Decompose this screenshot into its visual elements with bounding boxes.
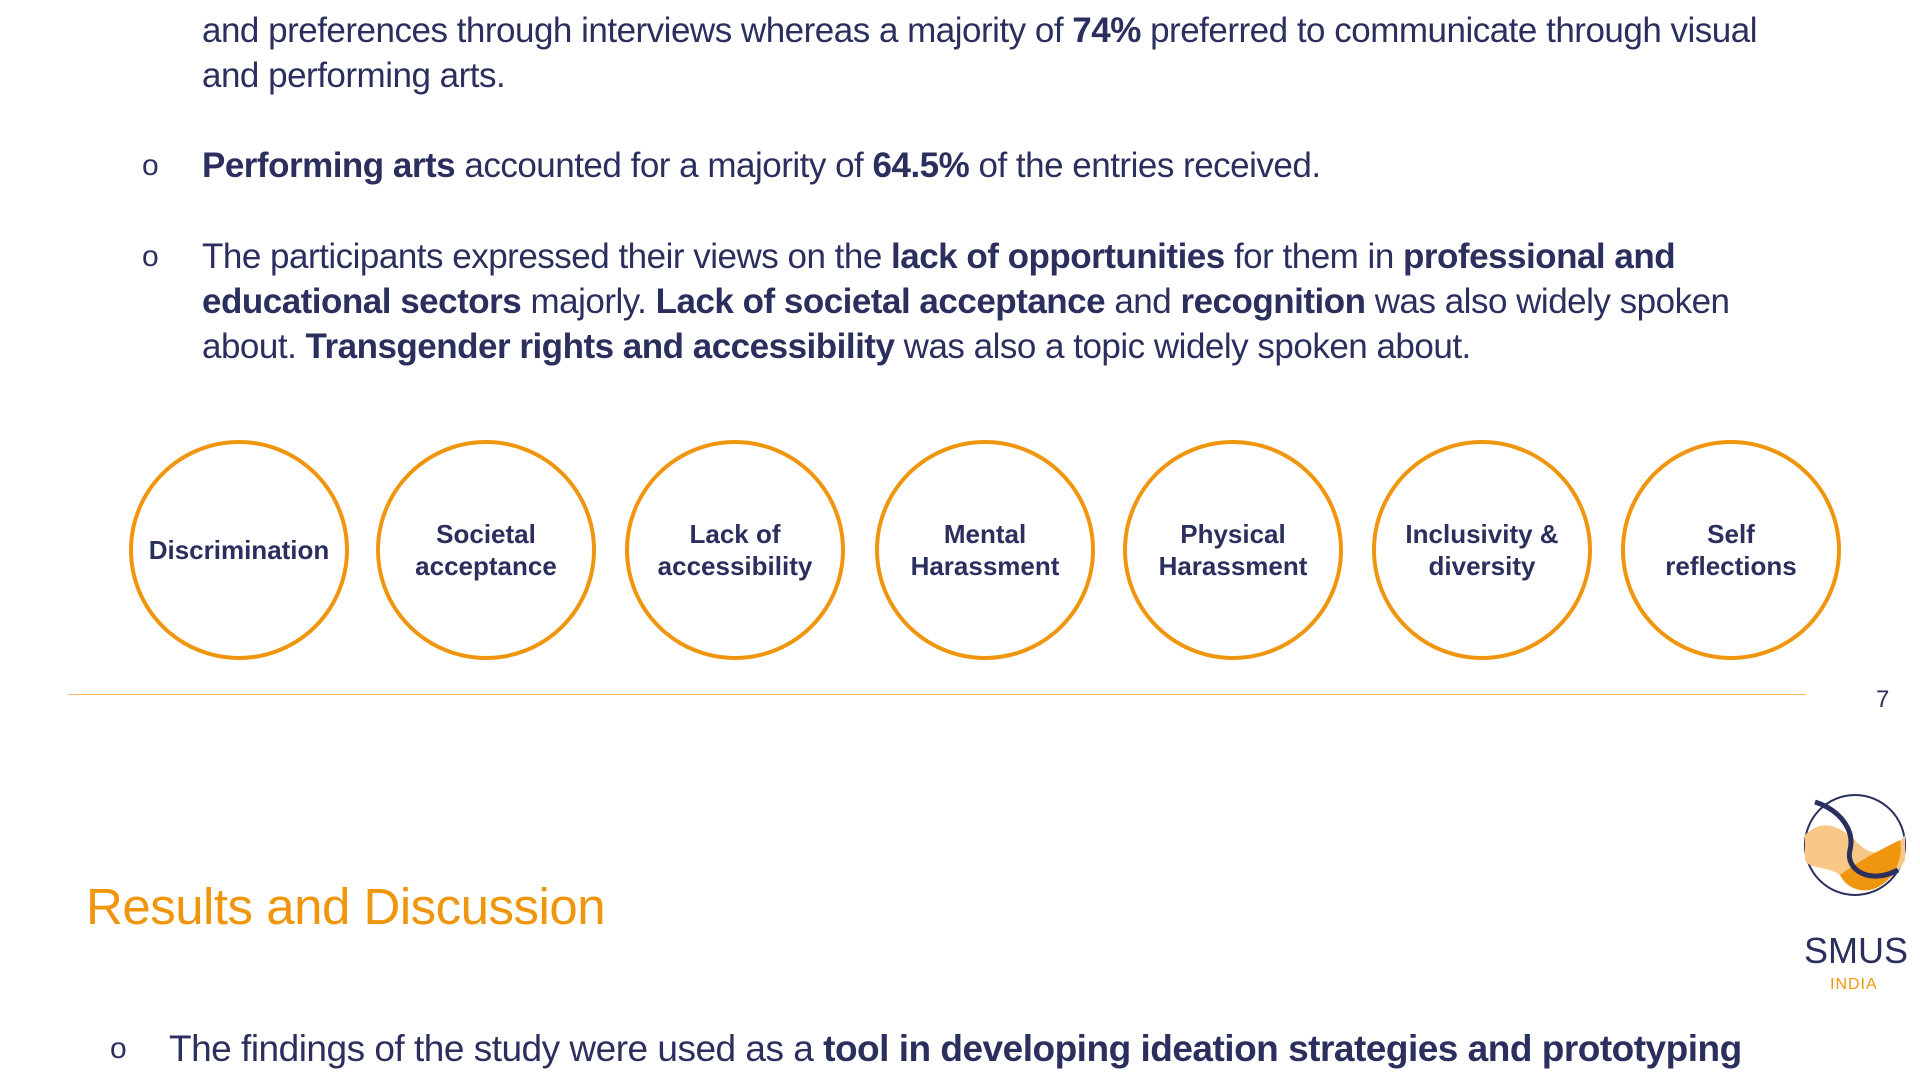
theme-label: diversity (1428, 551, 1536, 581)
theme-circle: Inclusivity & diversity (1372, 440, 1592, 660)
bullet-text: and preferences through interviews where… (202, 8, 1782, 98)
theme-label: Lack of (689, 519, 781, 549)
text-run: The participants expressed their views o… (202, 237, 892, 276)
theme-label: Self (1707, 519, 1755, 549)
bold-text: recognition (1180, 282, 1366, 321)
theme-label: Societal (436, 519, 536, 549)
text-run: was also widely spoken about. (202, 282, 1739, 366)
theme-circle: Mental Harassment (875, 440, 1095, 660)
bullet-text: Performing arts accounted for a majority… (202, 143, 1782, 188)
text-run: for them in (1224, 237, 1404, 276)
theme-label: Discrimination (148, 535, 330, 565)
text-run: preferred to communicate through visual … (202, 11, 1767, 95)
page-number: 7 (1876, 686, 1890, 713)
theme-label: accessibility (657, 551, 813, 581)
bold-text: Performing arts (202, 146, 456, 185)
divider (68, 694, 1806, 695)
theme-label: acceptance (415, 551, 557, 581)
theme-circle: Self reflections (1621, 440, 1841, 660)
theme-label: Harassment (1158, 551, 1308, 581)
theme-label: Physical (1180, 519, 1286, 549)
theme-label: reflections (1665, 551, 1797, 581)
text-run: and (1105, 282, 1181, 321)
text-run: The findings of the study were used as a (169, 1028, 824, 1069)
bold-text: 74% (1072, 11, 1141, 50)
text-run: of the entries received. (969, 146, 1321, 185)
bullet-text: The participants expressed their views o… (202, 234, 1782, 369)
theme-label: Harassment (910, 551, 1060, 581)
bold-text: Transgender rights and accessibility (305, 327, 895, 366)
text-run: majorly. (521, 282, 656, 321)
logo-name: SMUS (1804, 930, 1909, 971)
bullet-marker: o (142, 149, 159, 182)
theme-circle: Physical Harassment (1123, 440, 1343, 660)
theme-circle: Lack of accessibility (625, 440, 845, 660)
theme-circle: Societal acceptance (376, 440, 596, 660)
theme-label: Inclusivity & (1405, 519, 1559, 549)
theme-label: Mental (943, 519, 1027, 549)
bold-text: tool in developing ideation strategies a… (823, 1028, 1742, 1069)
text-run: was also a topic widely spoken about. (894, 327, 1472, 366)
bullet-text: The findings of the study were used as a… (169, 1026, 1869, 1071)
bold-text: 64.5% (872, 146, 970, 185)
bold-text: Lack of societal acceptance (655, 282, 1106, 321)
theme-circle: Discrimination (129, 440, 349, 660)
bold-text: lack of opportunities (891, 237, 1225, 276)
logo-mark (1804, 794, 1906, 896)
text-run: and preferences through interviews where… (202, 11, 1073, 50)
logo-subtitle: INDIA (1830, 976, 1878, 993)
text-run: accounted for a majority of (455, 146, 873, 185)
bullet-marker: o (110, 1032, 127, 1065)
section-heading: Results and Discussion (86, 878, 606, 935)
bullet-marker: o (142, 240, 159, 273)
bold-text: professional and educational sectors (202, 237, 1685, 321)
